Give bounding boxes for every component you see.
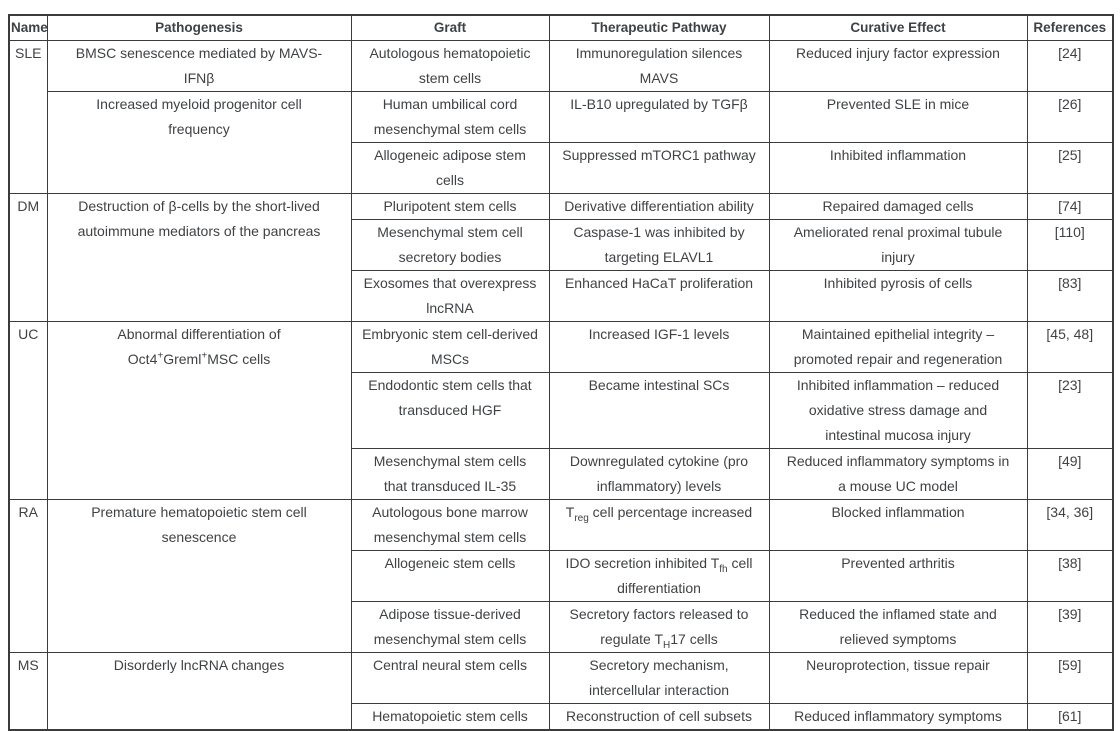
therapeutic-pathway-cell: Derivative differentiation ability bbox=[548, 193, 770, 220]
references-cell: [39] bbox=[1026, 601, 1114, 653]
pathogenesis-cell: Disorderly lncRNA changes bbox=[46, 652, 352, 731]
references-cell: [61] bbox=[1026, 703, 1114, 731]
references-cell: [49] bbox=[1026, 448, 1114, 500]
curative-effect-cell: Reduced the inflamed state and relieved … bbox=[768, 601, 1028, 653]
table-row: Allogeneic adipose stem cells Suppressed… bbox=[9, 142, 1114, 194]
references-cell: [25] bbox=[1026, 142, 1114, 194]
graft-cell: Allogeneic adipose stem cells bbox=[350, 142, 550, 194]
references-cell: [83] bbox=[1026, 270, 1114, 322]
table-row: UC Abnormal differentiation of Oct4+Grem… bbox=[8, 321, 1114, 500]
curative-effect-cell: Neuroprotection, tissue repair bbox=[768, 652, 1028, 704]
table-row: SLE BMSC senescence mediated by MAVS- IF… bbox=[8, 40, 1114, 194]
column-header-curative-effect: Curative Effect bbox=[768, 14, 1028, 41]
references-cell: [23] bbox=[1026, 372, 1114, 449]
disease-name-cell: MS bbox=[8, 652, 48, 731]
header-row: Name Pathogenesis Graft Therapeutic Path… bbox=[8, 14, 1114, 41]
table-row: Mesenchymal stem cells that transduced I… bbox=[9, 448, 1114, 500]
table-row: MS Disorderly lncRNA changes Central neu… bbox=[8, 652, 1114, 731]
stem-cell-therapy-table: Name Pathogenesis Graft Therapeutic Path… bbox=[8, 14, 1114, 731]
references-cell: [74] bbox=[1026, 193, 1114, 220]
therapeutic-pathway-cell: Secretory mechanism, intercellular inter… bbox=[548, 652, 770, 704]
column-header-graft: Graft bbox=[350, 14, 550, 41]
curative-effect-cell: Reduced inflammatory symptoms in a mouse… bbox=[768, 448, 1028, 500]
table-row: Exosomes that overexpress lncRNA Enhance… bbox=[9, 270, 1114, 322]
pathogenesis-cell: BMSC senescence mediated by MAVS- IFNβ bbox=[46, 40, 352, 92]
references-cell: [26] bbox=[1026, 91, 1114, 143]
references-cell: [110] bbox=[1026, 219, 1114, 271]
curative-effect-cell: Prevented SLE in mice bbox=[768, 91, 1028, 143]
curative-effect-cell: Repaired damaged cells bbox=[768, 193, 1028, 220]
references-cell: [38] bbox=[1026, 550, 1114, 602]
references-cell: [24] bbox=[1026, 40, 1114, 92]
column-header-therapeutic-pathway: Therapeutic Pathway bbox=[548, 14, 770, 41]
therapeutic-pathway-cell: Secretory factors released to regulate T… bbox=[548, 601, 770, 653]
curative-effect-cell: Reduced injury factor expression bbox=[768, 40, 1028, 92]
disease-name-cell: SLE bbox=[8, 40, 48, 194]
column-header-references: References bbox=[1026, 14, 1114, 41]
therapeutic-pathway-cell: Became intestinal SCs bbox=[548, 372, 770, 449]
graft-cell: Pluripotent stem cells bbox=[350, 193, 550, 220]
therapeutic-pathway-cell: IL-B10 upregulated by TGFβ bbox=[548, 91, 770, 143]
disease-name-cell: DM bbox=[8, 193, 48, 322]
table-row: DM Destruction of β-cells by the short-l… bbox=[8, 193, 1114, 322]
curative-effect-cell: Maintained epithelial integrity – promot… bbox=[768, 321, 1028, 373]
references-cell: [59] bbox=[1026, 652, 1114, 704]
graft-cell: Exosomes that overexpress lncRNA bbox=[350, 270, 550, 322]
therapeutic-pathway-cell: Caspase-1 was inhibited by targeting ELA… bbox=[548, 219, 770, 271]
table-row: RA Premature hematopoietic stem cell sen… bbox=[8, 499, 1114, 653]
therapeutic-pathway-cell: Increased IGF-1 levels bbox=[548, 321, 770, 373]
therapeutic-pathway-cell: Treg cell percentage increased bbox=[548, 499, 770, 551]
graft-cell: Autologous bone marrow mesenchymal stem … bbox=[350, 499, 550, 551]
graft-cell: Mesenchymal stem cells that transduced I… bbox=[350, 448, 550, 500]
curative-effect-cell: Ameliorated renal proximal tubule injury bbox=[768, 219, 1028, 271]
graft-cell: Human umbilical cord mesenchymal stem ce… bbox=[350, 91, 550, 143]
pathogenesis-cell: Increased myeloid progenitor cell freque… bbox=[46, 91, 352, 194]
references-cell: [34, 36] bbox=[1026, 499, 1114, 551]
graft-cell: Embryonic stem cell-derived MSCs bbox=[350, 321, 550, 373]
table-row: Increased myeloid progenitor cell freque… bbox=[9, 91, 1114, 194]
graft-cell: Autologous hematopoietic stem cells bbox=[350, 40, 550, 92]
graft-cell: Central neural stem cells bbox=[350, 652, 550, 704]
therapeutic-pathway-cell: Enhanced HaCaT proliferation bbox=[548, 270, 770, 322]
curative-effect-cell: Inhibited inflammation bbox=[768, 142, 1028, 194]
therapeutic-pathway-cell: Downregulated cytokine (pro inflammatory… bbox=[548, 448, 770, 500]
graft-cell: Hematopoietic stem cells bbox=[350, 703, 550, 731]
therapeutic-pathway-cell: Immunoregulation silences MAVS bbox=[548, 40, 770, 92]
pathogenesis-cell: Premature hematopoietic stem cell senesc… bbox=[46, 499, 352, 653]
curative-effect-cell: Prevented arthritis bbox=[768, 550, 1028, 602]
pathogenesis-cell: Destruction of β-cells by the short-live… bbox=[46, 193, 352, 322]
disease-name-cell: UC bbox=[8, 321, 48, 500]
disease-name-cell: RA bbox=[8, 499, 48, 653]
graft-cell: Adipose tissue-derived mesenchymal stem … bbox=[350, 601, 550, 653]
pathogenesis-cell: Abnormal differentiation of Oct4+Greml+M… bbox=[46, 321, 352, 500]
graft-cell: Endodontic stem cells that transduced HG… bbox=[350, 372, 550, 449]
references-cell: [45, 48] bbox=[1026, 321, 1114, 373]
graft-cell: Allogeneic stem cells bbox=[350, 550, 550, 602]
therapeutic-pathway-cell: Reconstruction of cell subsets bbox=[548, 703, 770, 731]
therapeutic-pathway-cell: IDO secretion inhibited Tfh cell differe… bbox=[548, 550, 770, 602]
table-row: Endodontic stem cells that transduced HG… bbox=[9, 372, 1114, 449]
graft-cell: Mesenchymal stem cell secretory bodies bbox=[350, 219, 550, 271]
therapeutic-pathway-cell: Suppressed mTORC1 pathway bbox=[548, 142, 770, 194]
curative-effect-cell: Blocked inflammation bbox=[768, 499, 1028, 551]
column-header-pathogenesis: Pathogenesis bbox=[46, 14, 352, 41]
curative-effect-cell: Inhibited inflammation – reduced oxidati… bbox=[768, 372, 1028, 449]
curative-effect-cell: Reduced inflammatory symptoms bbox=[768, 703, 1028, 731]
column-header-name: Name bbox=[8, 14, 48, 41]
curative-effect-cell: Inhibited pyrosis of cells bbox=[768, 270, 1028, 322]
